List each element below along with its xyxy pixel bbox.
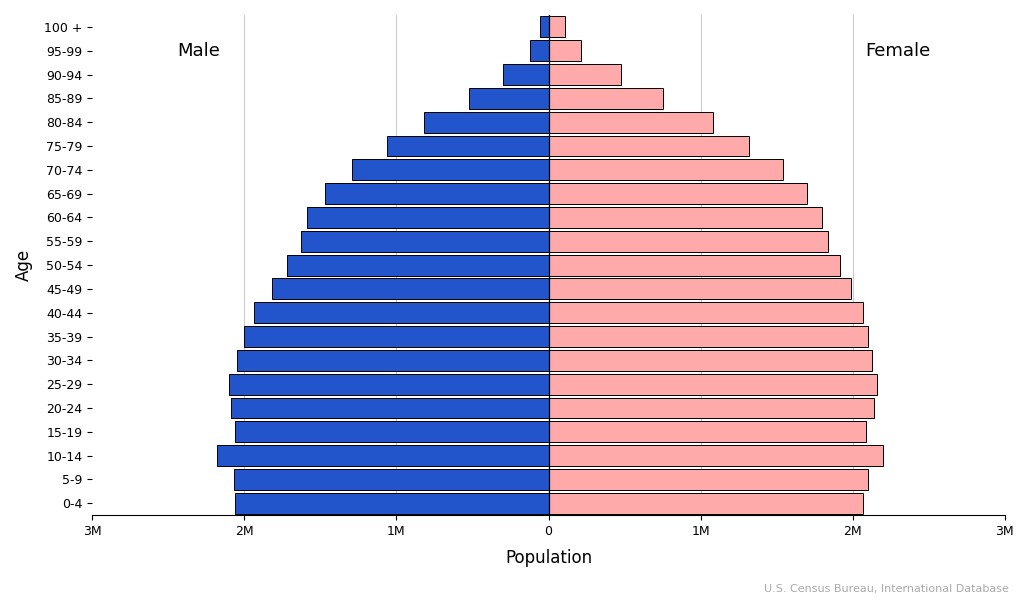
Bar [539,16,548,37]
Bar [300,231,548,252]
Bar [548,88,663,109]
Bar [548,469,867,490]
Bar [237,350,548,371]
Bar [548,183,807,204]
X-axis label: Population: Population [505,549,592,567]
Bar [548,64,620,85]
Bar [253,302,548,323]
Bar [287,254,548,275]
Bar [217,445,548,466]
Bar [548,160,783,180]
Bar [245,326,548,347]
Bar [229,374,548,395]
Bar [548,207,822,228]
Bar [548,254,841,275]
Bar [307,207,548,228]
Bar [236,421,548,442]
Bar [548,374,877,395]
Y-axis label: Age: Age [15,249,33,281]
Bar [548,231,828,252]
Bar [548,40,581,61]
Bar [352,160,548,180]
Bar [230,398,548,418]
Bar [236,493,548,514]
Bar [548,421,866,442]
Bar [548,16,565,37]
Bar [548,136,749,157]
Text: Male: Male [177,42,220,60]
Bar [469,88,548,109]
Bar [548,278,851,299]
Bar [548,398,874,418]
Text: U.S. Census Bureau, International Database: U.S. Census Bureau, International Databa… [764,584,1008,594]
Bar [530,40,548,61]
Bar [548,302,863,323]
Bar [548,112,713,133]
Bar [548,445,883,466]
Bar [272,278,548,299]
Bar [325,183,548,204]
Bar [424,112,548,133]
Text: Female: Female [865,42,931,60]
Bar [503,64,548,85]
Bar [548,326,867,347]
Bar [548,350,873,371]
Bar [548,493,863,514]
Bar [234,469,548,490]
Bar [387,136,548,157]
